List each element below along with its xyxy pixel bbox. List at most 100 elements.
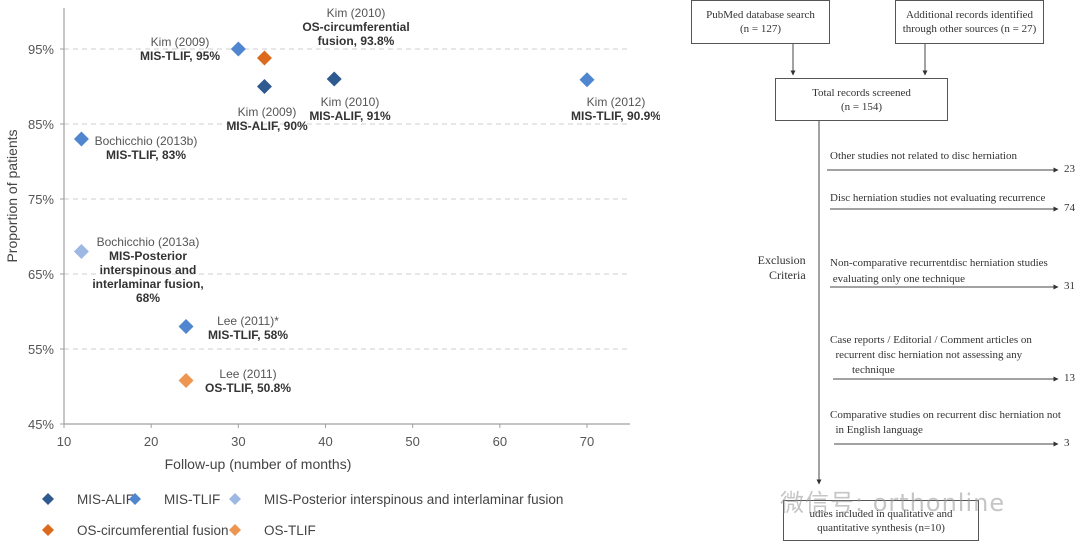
annotation-value: OS-TLIF, 50.8% [205,381,291,395]
x-tick-label: 10 [57,434,71,449]
exclusion-1-line1: Other studies not related to disc hernia… [830,150,1017,162]
exclusion-3-line2: evaluating only one technique [830,273,966,285]
annotation-study-name: Kim (2010) [321,95,380,109]
exclusion-label-line2: Criteria [769,268,806,282]
data-point-mis-posterior-interspinous-and-interlaminar-fusion [73,244,89,259]
annotation-study-name: Lee (2011)* [217,314,279,328]
x-tick-label: 20 [144,434,158,449]
y-tick-label: 95% [28,42,54,57]
legend-label: OS-TLIF [264,523,316,538]
exclusion-4-line3: technique [830,364,895,376]
y-tick-label: 45% [28,417,54,432]
exclusion-4-text: Case reports / Editorial / Comment artic… [830,333,1032,378]
annotation-value: MIS-TLIF, 83% [106,148,186,162]
annotation-value: interlaminar fusion, [92,277,203,291]
box-pubmed-line1: PubMed database search [706,9,815,21]
annotation-value: MIS-Posterior [109,249,187,263]
exclusion-label-line1: Exclusion [757,253,806,267]
box-studies-included: udies included in qualitative and quanti… [783,500,979,541]
legend-marker-diamond-icon [229,524,241,536]
y-axis-title: Proportion of patients [4,129,20,262]
box-records-screened: Total records screened (n = 154) [775,78,948,121]
annotation-kim2012-tlif: Kim (2012)MIS-TLIF, 90.9% [571,95,660,123]
box-included-line1: udies included in qualitative and [809,507,953,520]
legend-item: OS-circumferential fusion [42,523,229,538]
legend-marker-diamond-icon [42,524,54,536]
annotation-kim2010-alif: Kim (2010)MIS-ALIF, 91% [309,95,391,123]
x-tick-label: 30 [231,434,245,449]
axis-ticks: 45% 55% 65% 75% 85% 95% 10 20 30 40 50 60 70 [28,42,594,449]
box-screened-line1: Total records screened [812,86,911,99]
exclusion-2-line1: Disc herniation studies not evaluating r… [830,192,1046,204]
annotation-boch2013b: Bochicchio (2013b)MIS-TLIF, 83% [95,134,198,162]
annotation-value: MIS-TLIF, 58% [208,328,288,342]
legend-label: MIS-TLIF [164,492,220,507]
data-point-mis-tlif [230,41,246,57]
annotation-value: MIS-ALIF, 91% [309,109,391,123]
exclusion-5-line2: in English language [830,424,923,436]
legend-marker-diamond-icon [129,493,141,505]
x-axis-title: Follow-up (number of months) [165,456,352,472]
gridlines [64,48,630,350]
exclusion-2-count: 74 [1064,202,1075,214]
annotation-kim2009-alif: Kim (2009)MIS-ALIF, 90% [226,105,308,133]
x-tick-label: 60 [493,434,507,449]
data-point-mis-alif [326,71,342,87]
prisma-flowchart: PubMed database search (n = 127) Additio… [660,0,1080,545]
annotation-value: MIS-TLIF, 95% [140,49,220,63]
annotation-lee2011-mis: Lee (2011)*MIS-TLIF, 58% [208,314,288,342]
box-additional-line1: Additional records identified [905,9,1034,21]
annotation-study-name: Bochicchio (2013b) [95,134,198,148]
data-point-mis-alif [256,79,272,94]
x-tick-label: 70 [580,434,594,449]
exclusion-1-text: Other studies not related to disc hernia… [830,149,1017,163]
annotation-boch2013a: Bochicchio (2013a)MIS-Posteriorinterspin… [92,235,203,305]
x-tick-label: 50 [405,434,419,449]
exclusion-1-count: 23 [1064,163,1075,175]
watermark-text: 微信号: orthonline [780,489,1006,517]
exclusion-4-line1: Case reports / Editorial / Comment artic… [830,334,1032,346]
annotation-value: OS-circumferential [302,20,409,34]
legend-label: MIS-ALIF [77,492,134,507]
data-point-mis-tlif [579,72,595,88]
legend-label: OS-circumferential fusion [77,523,229,538]
legend-label: MIS-Posterior interspinous and interlami… [264,492,563,507]
legend-marker-diamond-icon [229,493,241,505]
legend-item: MIS-ALIF [42,492,134,507]
annotation-study-name: Bochicchio (2013a) [97,235,200,249]
annotation-study-name: Kim (2012) [587,95,646,109]
legend-item: MIS-Posterior interspinous and interlami… [229,492,563,507]
data-point-mis-tlif [178,319,194,334]
box-additional-records: Additional records identified through ot… [895,0,1044,44]
annotation-value: fusion, 93.8% [318,34,395,48]
exclusion-5-text: Comparative studies on recurrent disc he… [830,408,1061,438]
annotation-value: 68% [136,291,160,305]
data-point-mis-tlif [73,131,89,147]
exclusion-3-count: 31 [1064,280,1075,292]
y-tick-label: 65% [28,267,54,282]
scatter-chart: 45% 55% 65% 75% 85% 95% 10 20 30 40 50 60 70 Follow-… [4,6,660,538]
box-included-line2: quantitative synthesis (n=10) [817,521,945,534]
exclusion-criteria-label: Exclusion Criteria [756,253,806,283]
exclusion-5-line1: Comparative studies on recurrent disc he… [830,409,1061,421]
y-tick-label: 85% [28,117,54,132]
data-points [73,41,595,388]
box-pubmed-search: PubMed database search (n = 127) [691,0,830,44]
legend-item: MIS-TLIF [129,492,220,507]
legend-item: OS-TLIF [229,523,316,538]
exclusion-2-text: Disc herniation studies not evaluating r… [830,191,1045,205]
annotation-value: MIS-TLIF, 90.9% [571,109,660,123]
annotation-value: MIS-ALIF, 90% [226,119,308,133]
exclusion-3-text: Non-comparative recurrentdisc herniation… [830,255,1048,287]
exclusion-3-line1: Non-comparative recurrentdisc herniation… [830,257,1048,269]
annotation-study-name: Kim (2009) [151,35,210,49]
box-pubmed-line2: (n = 127) [739,23,782,35]
exclusion-4-line2: recurrent disc herniation not assessing … [830,349,1023,361]
annotation-study-name: Kim (2009) [238,105,297,119]
flowchart-connectors [790,44,1059,485]
data-point-os-tlif [178,373,194,388]
y-tick-label: 75% [28,192,54,207]
legend: MIS-ALIF MIS-TLIF MIS-Posterior interspino… [42,492,563,538]
box-additional-line2: through other sources (n = 27) [902,23,1037,35]
exclusion-5-count: 3 [1064,437,1070,449]
